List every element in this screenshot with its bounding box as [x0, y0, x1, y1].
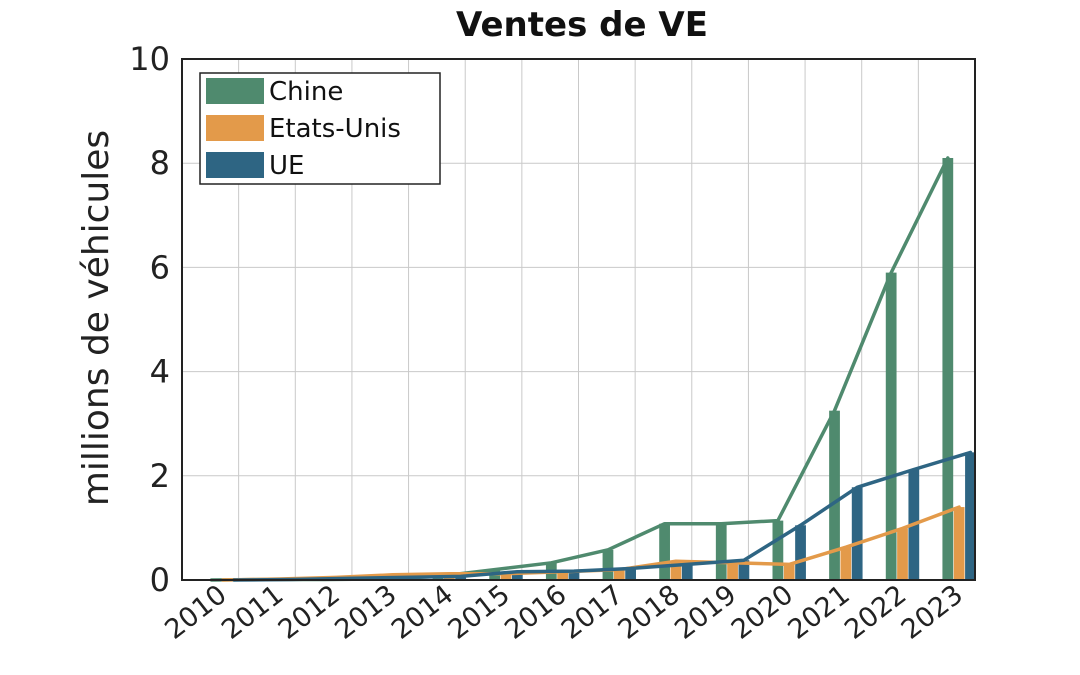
y-tick-label: 2: [150, 457, 170, 495]
y-tick-label: 4: [150, 353, 170, 391]
legend: Chine Etats-Unis UE: [199, 72, 441, 185]
x-tick-label: 2014: [386, 579, 459, 646]
y-tick-label: 10: [129, 40, 170, 78]
x-tick-label: 2018: [613, 579, 686, 646]
bar-chine-2021: [829, 410, 840, 580]
bar-chine-2017: [602, 549, 614, 580]
bar-etats-unis-2015: [500, 573, 512, 580]
x-tick-label: 2013: [329, 579, 402, 646]
bar-etats-unis-2023: [953, 507, 965, 580]
bar-chine-2018: [659, 523, 670, 580]
x-tick-label: 2015: [443, 579, 516, 646]
x-tick-label: 2022: [839, 579, 912, 646]
bar-etats-unis-2020: [783, 564, 795, 580]
bar-etats-unis-2017: [613, 569, 625, 580]
x-tick-label: 2011: [216, 579, 289, 646]
line-ue: [232, 450, 973, 582]
legend-swatch-ue: [206, 152, 264, 178]
bar-chine-2019: [715, 523, 727, 580]
bar-chine-2022: [885, 272, 897, 580]
chart-title: Ventes de VE: [456, 5, 708, 45]
x-tick-label: 2017: [556, 579, 629, 646]
bar-ue-2020: [795, 525, 806, 580]
bar-ue-2015: [511, 571, 523, 580]
x-tick-label: 2023: [896, 579, 969, 646]
bar-etats-unis-2022: [897, 528, 908, 580]
legend-label-ue: UE: [269, 151, 304, 181]
y-tick-label: 6: [150, 248, 170, 286]
bar-etats-unis-2019: [727, 562, 738, 580]
bar-ue-2019: [738, 560, 750, 580]
bar-ue-2018: [681, 564, 693, 580]
bar-ue-2016: [568, 571, 580, 580]
bar-ue-2017: [625, 568, 636, 580]
legend-swatch-etats-unis: [206, 115, 264, 141]
x-tick-label: 2020: [726, 579, 799, 646]
x-tick-label: 2019: [669, 579, 742, 646]
bar-ue-2023: [965, 452, 976, 580]
x-tick-label: 2021: [782, 579, 855, 646]
bar-ue-2021: [851, 487, 863, 580]
y-axis-label: millions de véhicules: [76, 130, 117, 506]
bar-chine-2020: [772, 520, 784, 580]
bar-etats-unis-2016: [557, 571, 569, 580]
bar-ue-2014: [455, 576, 467, 580]
y-tick-label: 8: [150, 144, 170, 182]
legend-label-chine: Chine: [269, 77, 343, 107]
x-tick-label: 2012: [273, 579, 346, 646]
plot-frame: [181, 58, 976, 581]
x-tick-label: 2010: [159, 579, 232, 646]
y-tick-label: 0: [150, 561, 170, 599]
x-tick-label: 2016: [499, 579, 572, 646]
bar-etats-unis-2021: [840, 547, 852, 580]
legend-label-etats-unis: Etats-Unis: [269, 114, 401, 144]
bar-chine-2023: [942, 157, 954, 581]
bar-etats-unis-2018: [670, 561, 682, 580]
legend-swatch-chine: [206, 78, 264, 104]
